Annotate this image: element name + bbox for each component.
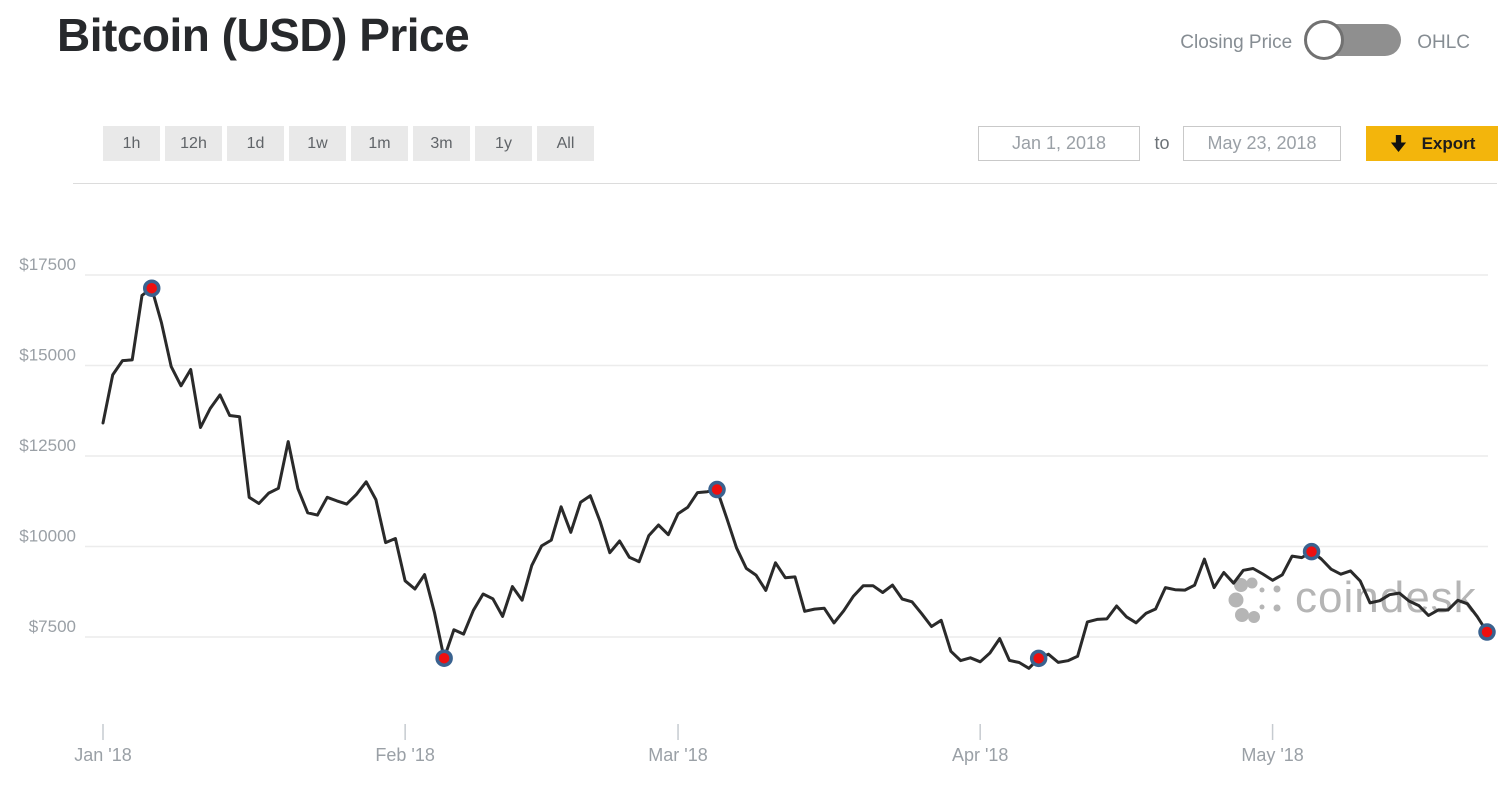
range-button-group: 1h 12h 1d 1w 1m 3m 1y All <box>103 126 594 161</box>
range-button-1w[interactable]: 1w <box>289 126 346 161</box>
range-button-1y[interactable]: 1y <box>475 126 532 161</box>
date-range-to-label: to <box>1154 133 1170 153</box>
marker-dot[interactable] <box>435 649 453 667</box>
price-line[interactable] <box>101 286 1489 670</box>
coindesk-logo-icon <box>1259 587 1265 593</box>
y-axis-label: $7500 <box>29 617 76 636</box>
range-button-all[interactable]: All <box>537 126 594 161</box>
marker-dot[interactable] <box>1302 542 1321 561</box>
coindesk-logo-icon <box>1259 604 1265 610</box>
range-button-12h[interactable]: 12h <box>165 126 222 161</box>
price-mode-toggle[interactable] <box>1304 20 1402 60</box>
price-mode-switch: Closing Price OHLC <box>1180 20 1470 60</box>
range-button-1m[interactable]: 1m <box>351 126 408 161</box>
range-button-1h[interactable]: 1h <box>103 126 160 161</box>
date-to-input[interactable] <box>1183 126 1341 161</box>
export-button-label: Export <box>1421 133 1476 153</box>
toggle-knob[interactable] <box>1304 20 1345 60</box>
x-axis-label: Jan '18 <box>74 745 131 765</box>
coindesk-logo-icon <box>1235 608 1249 622</box>
range-button-3m[interactable]: 3m <box>413 126 470 161</box>
coindesk-logo-icon <box>1273 604 1281 612</box>
ohlc-label: OHLC <box>1417 32 1470 53</box>
x-axis-label: Apr '18 <box>952 745 1008 765</box>
x-axis-label: Feb '18 <box>375 745 434 765</box>
coindesk-logo-icon <box>1273 585 1281 593</box>
marker-dot[interactable] <box>1478 623 1496 641</box>
coindesk-logo-icon <box>1234 578 1248 592</box>
export-button[interactable]: Export <box>1366 126 1498 161</box>
y-axis-label: $12500 <box>19 436 76 455</box>
export-download-icon <box>1390 134 1406 153</box>
x-axis-label: Mar '18 <box>648 745 707 765</box>
marker-dot[interactable] <box>1029 649 1048 668</box>
x-axis-label: May '18 <box>1241 745 1303 765</box>
range-button-1d[interactable]: 1d <box>227 126 284 161</box>
y-axis-label: $15000 <box>19 346 76 365</box>
y-axis-label: $17500 <box>19 255 76 274</box>
marker-dot[interactable] <box>708 480 726 499</box>
marker-dot[interactable] <box>142 279 161 297</box>
y-axis-label: $10000 <box>19 527 76 546</box>
page-title: Bitcoin (USD) Price <box>57 9 470 61</box>
closing-price-label: Closing Price <box>1180 32 1293 53</box>
coindesk-logo-icon <box>1248 611 1260 623</box>
coindesk-logo-icon <box>1228 592 1244 608</box>
coindesk-logo-icon <box>1246 577 1258 589</box>
date-from-input[interactable] <box>978 126 1140 161</box>
header-separator <box>73 183 1497 184</box>
